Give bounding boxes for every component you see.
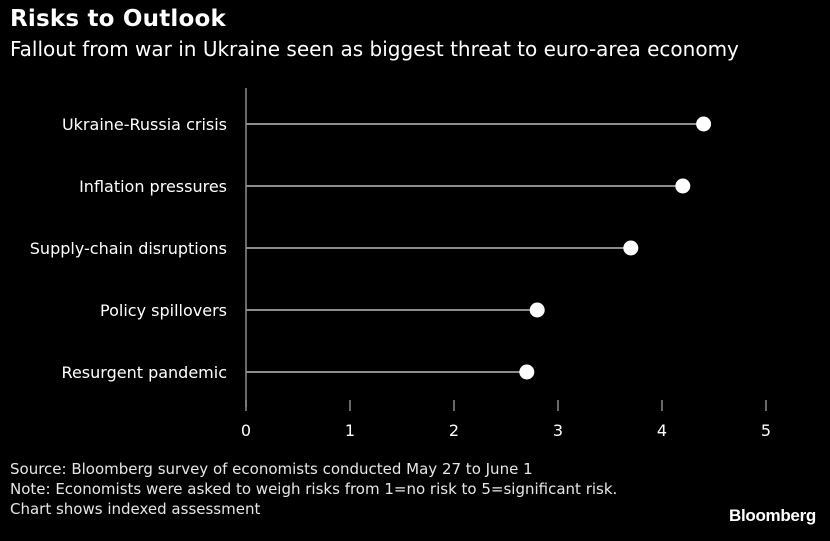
x-tick-label: 4 [657, 421, 667, 440]
data-point [675, 178, 691, 194]
category-label: Ukraine-Russia crisis [62, 115, 227, 134]
chart-subtitle: Fallout from war in Ukraine seen as bigg… [10, 37, 739, 61]
chart-title: Risks to Outlook [10, 6, 226, 32]
data-point [529, 302, 545, 318]
category-label: Supply-chain disruptions [30, 239, 227, 258]
x-tick-label: 1 [345, 421, 355, 440]
x-tick-label: 5 [761, 421, 771, 440]
methodology-note: Note: Economists were asked to weigh ris… [10, 480, 618, 498]
methodology-note-continued: Chart shows indexed assessment [10, 500, 261, 518]
footnotes: Source: Bloomberg survey of economists c… [10, 459, 617, 519]
category-label: Resurgent pandemic [62, 363, 227, 382]
data-point [696, 116, 712, 132]
category-label: Policy spillovers [100, 301, 227, 320]
x-tick-label: 2 [449, 421, 459, 440]
category-label: Inflation pressures [79, 177, 227, 196]
x-tick-label: 0 [241, 421, 251, 440]
source-note: Source: Bloomberg survey of economists c… [10, 460, 533, 478]
data-point [519, 364, 535, 380]
data-point [623, 240, 639, 256]
x-tick-label: 3 [553, 421, 563, 440]
bloomberg-logo: Bloomberg [728, 506, 816, 525]
